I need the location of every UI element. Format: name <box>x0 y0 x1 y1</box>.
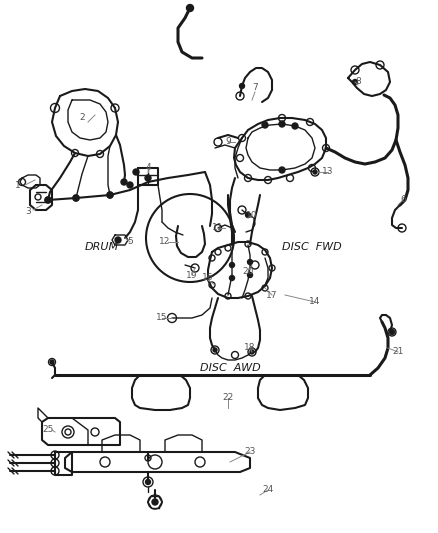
Circle shape <box>292 123 298 129</box>
Circle shape <box>247 272 252 278</box>
Circle shape <box>313 170 317 174</box>
Circle shape <box>389 329 395 335</box>
Circle shape <box>230 276 234 280</box>
Text: 19: 19 <box>186 271 198 279</box>
Circle shape <box>240 84 244 88</box>
Circle shape <box>145 480 151 484</box>
Text: 12: 12 <box>159 238 171 246</box>
Text: 20: 20 <box>242 268 254 277</box>
Circle shape <box>353 79 357 85</box>
Circle shape <box>133 169 139 175</box>
Text: 9: 9 <box>225 138 231 147</box>
Circle shape <box>145 175 151 181</box>
Text: 5: 5 <box>127 238 133 246</box>
Text: 1: 1 <box>15 181 21 190</box>
Text: 15: 15 <box>156 313 168 322</box>
Text: 24: 24 <box>262 486 274 495</box>
Circle shape <box>127 182 133 188</box>
Text: 6: 6 <box>400 196 406 205</box>
Text: 4: 4 <box>145 164 151 173</box>
Text: 23: 23 <box>244 448 256 456</box>
Text: 25: 25 <box>42 425 54 434</box>
Circle shape <box>279 121 285 127</box>
Circle shape <box>107 192 113 198</box>
Text: DISC  FWD: DISC FWD <box>282 242 342 252</box>
Text: 17: 17 <box>266 290 278 300</box>
Text: 22: 22 <box>223 393 233 402</box>
Circle shape <box>250 350 254 354</box>
Circle shape <box>73 195 79 201</box>
Text: 10: 10 <box>246 211 258 220</box>
Text: 11: 11 <box>212 223 224 232</box>
Circle shape <box>45 197 51 203</box>
Circle shape <box>247 260 252 264</box>
Text: 14: 14 <box>309 297 321 306</box>
Circle shape <box>45 197 51 203</box>
Text: 16: 16 <box>202 273 214 282</box>
Circle shape <box>246 213 251 217</box>
Text: 2: 2 <box>79 114 85 123</box>
Circle shape <box>152 499 158 505</box>
Text: 18: 18 <box>244 343 256 352</box>
Text: DISC  AWD: DISC AWD <box>200 363 260 373</box>
Text: DRUM: DRUM <box>85 242 119 252</box>
Text: 13: 13 <box>322 167 334 176</box>
Circle shape <box>187 4 194 12</box>
Circle shape <box>262 122 268 128</box>
Text: 7: 7 <box>252 84 258 93</box>
Circle shape <box>73 195 79 201</box>
Text: 8: 8 <box>355 77 361 86</box>
Circle shape <box>115 237 121 243</box>
Circle shape <box>230 262 234 268</box>
Circle shape <box>279 167 285 173</box>
Circle shape <box>121 179 127 185</box>
Circle shape <box>50 360 54 364</box>
Text: 3: 3 <box>25 207 31 216</box>
Circle shape <box>146 194 234 282</box>
Text: 21: 21 <box>392 348 404 357</box>
Circle shape <box>107 192 113 198</box>
Circle shape <box>213 348 217 352</box>
